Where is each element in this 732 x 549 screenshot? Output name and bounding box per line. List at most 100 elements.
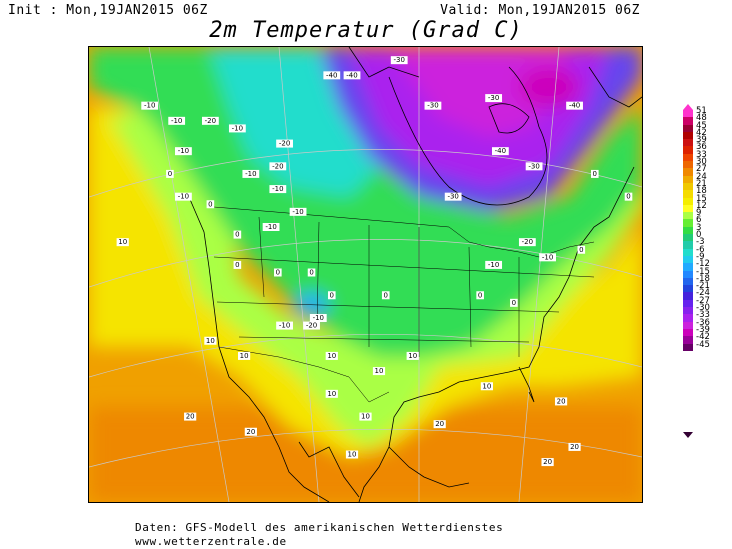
colorbar-label: -36 (696, 317, 710, 328)
contour-label: -40 (495, 147, 506, 155)
contour-label-bg (566, 101, 583, 110)
contour-label-bg (491, 147, 509, 156)
contour-label: -30 (427, 102, 438, 110)
colorbar-label: 0 (696, 230, 702, 241)
contour-label-bg (444, 192, 462, 201)
contour-label-bg (276, 321, 293, 330)
contour-label: 0 (309, 269, 313, 277)
colorbar-label: 51 (696, 106, 707, 116)
valid-time: Valid: Mon,19JAN2015 06Z (440, 3, 640, 18)
contour-label: -10 (292, 208, 303, 216)
contour-label-bg (166, 169, 174, 178)
contour-label: 0 (235, 261, 239, 269)
colorbar-cell (683, 226, 693, 235)
colorbar-cell (683, 168, 693, 176)
contour-label-bg (433, 420, 446, 429)
contour-label-bg (201, 116, 219, 125)
coastlines (188, 47, 642, 502)
contour-label-bg (539, 253, 556, 262)
colorbar-label: -45 (696, 339, 710, 350)
colorbar-cell (683, 161, 693, 169)
contour-label-bg (307, 268, 316, 277)
colorbar-cell (683, 197, 693, 205)
colorbar-bottom-arrow (683, 432, 693, 438)
contour-label-bg (289, 207, 307, 216)
contour-label: -10 (232, 124, 243, 132)
contour-label-bg (406, 351, 419, 360)
contour-label-bg (204, 336, 217, 345)
contour-label: 0 (478, 291, 482, 299)
colorbar-cell (683, 124, 693, 132)
contour-label: 0 (383, 291, 387, 299)
colorbar-label: -42 (696, 332, 710, 343)
contour-label-bg (228, 124, 246, 133)
contour-label-bg (323, 71, 341, 80)
colorbar-cell (683, 212, 693, 220)
contour-label: -10 (313, 314, 324, 322)
contour-label-bg (238, 351, 251, 360)
contour-label-bg (269, 162, 287, 171)
colorbar-cell (683, 328, 693, 337)
contour-label-bg (590, 169, 599, 178)
contour-label: 10 (327, 390, 336, 398)
colorbar-label: 24 (696, 171, 707, 182)
contour-label-bg (390, 56, 408, 65)
contour-label: 0 (579, 246, 583, 254)
contour-label-bg (343, 71, 361, 80)
contour-label-bg (554, 397, 568, 406)
colorbar-cell (683, 175, 693, 183)
contour-label: -20 (306, 322, 317, 330)
colorbar-cell (683, 307, 693, 315)
colorbar-cell (683, 321, 693, 329)
colorbar-cell (683, 285, 693, 293)
contour-label-bg (175, 192, 192, 201)
colorbar (683, 110, 693, 351)
contour-label-bg (510, 298, 518, 307)
colorbar-cell (683, 190, 693, 198)
colorbar-label: -15 (696, 266, 710, 277)
contour-label: 10 (206, 337, 215, 345)
contour-label: 20 (557, 397, 566, 405)
contour-label: 20 (435, 420, 444, 428)
contour-label-bg (485, 260, 503, 269)
colorbar-top-arrow (683, 104, 693, 110)
contour-label: -20 (205, 117, 216, 125)
colorbar-labels: 51 48 45 42 39 36 33 30 27 24 21 18 15 12 9 6 3 0 -3 -6 -9 -1… (696, 106, 710, 350)
contour-label-bg (372, 367, 386, 376)
contour-label: 10 (118, 238, 127, 246)
contour-label: 0 (208, 200, 212, 208)
contour-label-bg (244, 427, 257, 436)
map-title: 2m Temperatur (Grad C) (209, 18, 523, 43)
colorbar-cell (683, 139, 693, 147)
colorbar-label: -39 (696, 324, 710, 335)
contour-label-bg (233, 260, 242, 269)
contour-label: -40 (569, 102, 580, 110)
graticule (89, 47, 642, 502)
temperature-map: -10-10 -20-10-10-20-20-10-10-10-10-10000-… (89, 47, 642, 502)
contour-label: -10 (488, 261, 499, 269)
colorbar-cell (683, 270, 693, 278)
contour-label: -10 (171, 117, 182, 125)
contour-label: -10 (178, 147, 189, 155)
colorbar-label: 18 (696, 186, 707, 197)
map-panel: -10 -10 -20 -10 -10 -20 -20 -10 -10 -10 -10 -10 0 0 0-… (88, 46, 643, 503)
contour-label: 10 (375, 367, 384, 375)
colorbar-cell (683, 234, 693, 242)
contour-label-bg (141, 101, 159, 110)
contour-label: -30 (528, 162, 539, 170)
contour-label-bg (480, 382, 493, 391)
contour-label-bg (233, 230, 242, 239)
contour-label: 10 (240, 352, 249, 360)
colorbar-cell (683, 219, 693, 227)
colorbar-cell (683, 131, 693, 140)
colorbar-label: -30 (696, 303, 710, 314)
contour-label-bg (568, 442, 581, 451)
contour-labels: -10-10 -20-10-10-20-20-10-10-10-10-10000-… (116, 56, 633, 467)
contour-label-bg (242, 169, 260, 178)
contour-label-bg (325, 351, 338, 360)
colorbar-cell (683, 146, 693, 154)
colorbar-label: 21 (696, 178, 707, 189)
colorbar-label: 12 (696, 200, 707, 211)
colorbar-label: -24 (696, 288, 710, 299)
contour-label-bg (175, 147, 192, 156)
